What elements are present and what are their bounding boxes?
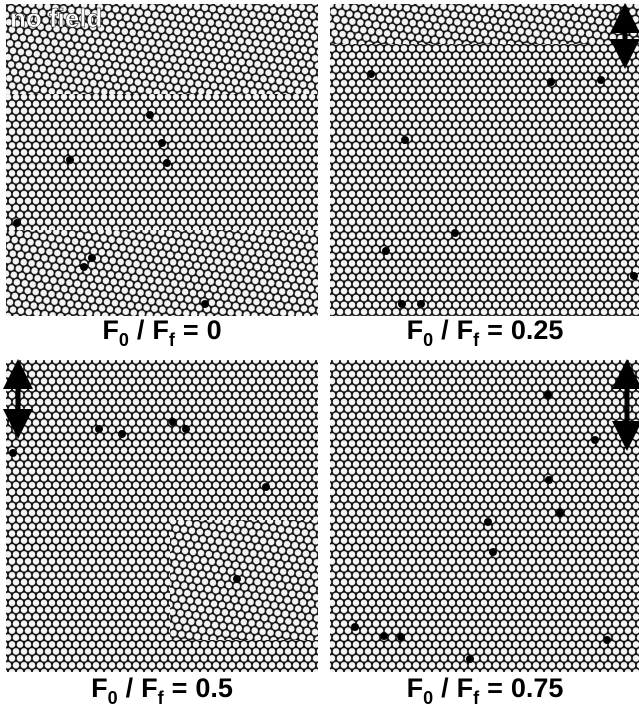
- caption-part: 0: [108, 688, 118, 706]
- caption-part: 0: [119, 330, 129, 350]
- caption: F0/Ff = 0: [102, 315, 221, 350]
- caption-part: f: [158, 688, 165, 706]
- caption-part: 0.5: [195, 673, 233, 703]
- caption-part: 0.75: [511, 673, 564, 703]
- micrograph-domain: [330, 4, 639, 44]
- caption-part: F: [141, 673, 158, 703]
- caption-part: 0: [207, 315, 222, 345]
- caption-part: 0.25: [511, 315, 564, 345]
- defects: [9, 70, 638, 663]
- caption-part: /: [441, 315, 449, 345]
- caption: F0/Ff = 0.25: [407, 315, 564, 350]
- caption-part: 0: [423, 330, 433, 350]
- caption-part: F: [152, 315, 169, 345]
- caption-part: 0: [423, 688, 433, 706]
- caption-part: F: [457, 673, 474, 703]
- caption-part: F: [457, 315, 474, 345]
- caption-part: f: [169, 330, 176, 350]
- caption-part: F: [91, 673, 108, 703]
- caption-part: f: [473, 688, 480, 706]
- field-arrows: [3, 2, 639, 451]
- caption: F0/Ff = 0.5: [91, 673, 233, 706]
- caption-part: /: [137, 315, 145, 345]
- micrograph: [330, 4, 639, 316]
- caption-part: F: [102, 315, 119, 345]
- micrograph: [330, 360, 639, 672]
- overlay-label: no field: [10, 3, 102, 33]
- caption-part: /: [126, 673, 134, 703]
- caption-part: =: [183, 315, 199, 345]
- micrograph-domain: [6, 230, 318, 316]
- caption-part: =: [487, 315, 503, 345]
- caption-part: =: [487, 673, 503, 703]
- caption-part: F: [407, 673, 424, 703]
- caption-part: /: [441, 673, 449, 703]
- caption-part: =: [172, 673, 188, 703]
- micrograph-domain: [6, 4, 318, 94]
- micrograph-domain: [170, 520, 318, 640]
- caption-part: F: [407, 315, 424, 345]
- caption: F0/Ff = 0.75: [407, 673, 564, 706]
- caption-part: f: [473, 330, 480, 350]
